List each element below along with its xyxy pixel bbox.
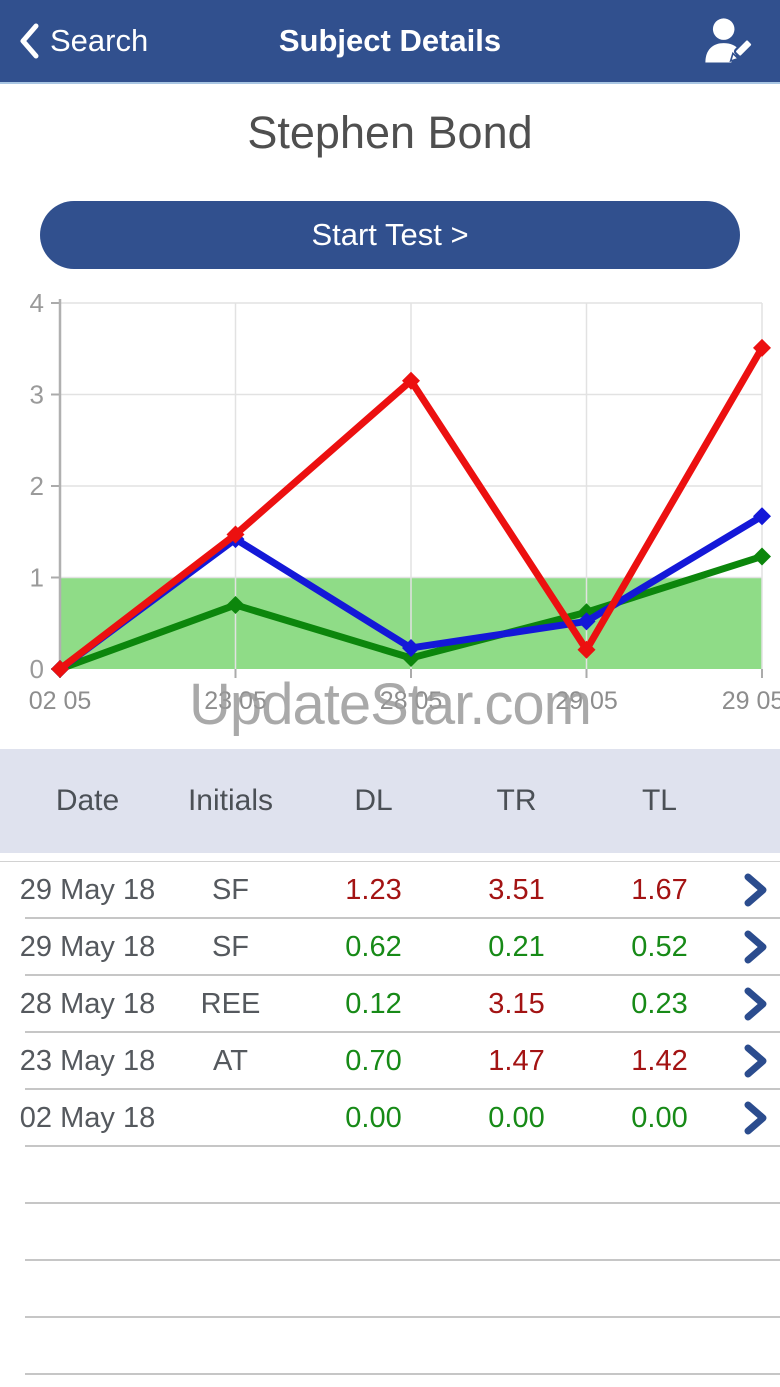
row-value-dl: 0.70	[345, 1044, 402, 1077]
row-value-dl: 1.23	[345, 873, 402, 906]
empty-row	[0, 1261, 780, 1318]
row-value-tl: 0.52	[631, 930, 688, 963]
row-value-tl: 1.67	[631, 873, 688, 906]
header-cell-tr: TR	[496, 783, 537, 817]
navbar: Search Subject Details	[0, 0, 780, 84]
start-test-button[interactable]: Start Test >	[40, 200, 740, 269]
row-value-tr: 3.51	[488, 873, 545, 906]
svg-text:2: 2	[30, 471, 44, 501]
svg-text:28 05: 28 05	[380, 687, 443, 715]
empty-row	[0, 1318, 780, 1375]
row-date: 29 May 18	[19, 873, 156, 906]
user-edit-icon	[700, 15, 756, 67]
row-value-tl: 1.42	[631, 1044, 688, 1077]
svg-text:0: 0	[30, 654, 44, 684]
row-value-tr: 0.21	[488, 930, 545, 963]
row-value-tl: 0.00	[631, 1101, 688, 1134]
table-row[interactable]: 02 May 18 0.00 0.00 0.00	[0, 1090, 780, 1147]
svg-text:29 05: 29 05	[722, 687, 780, 715]
table-header: Date Initials DL TR TL	[0, 748, 780, 853]
chevron-right-icon[interactable]	[731, 930, 780, 964]
header-cell-initials: Initials	[187, 783, 274, 817]
chevron-right-icon[interactable]	[731, 987, 780, 1021]
header-cell-tl: TL	[641, 783, 677, 817]
svg-text:23 05: 23 05	[204, 687, 267, 715]
table-body: 29 May 18 SF 1.23 3.51 1.67 29 May 18 SF 0.62 0…	[0, 860, 780, 1375]
row-value-tr: 3.15	[488, 987, 545, 1020]
row-date: 29 May 18	[19, 930, 156, 963]
svg-text:4: 4	[30, 291, 44, 318]
table-row[interactable]: 28 May 18 REE 0.12 3.15 0.23	[0, 976, 780, 1033]
row-value-dl: 0.00	[345, 1101, 402, 1134]
svg-text:29 05: 29 05	[555, 687, 618, 715]
watermark: UpdateStar.com	[189, 672, 591, 737]
edit-subject-button[interactable]	[694, 14, 780, 68]
row-value-tr: 0.00	[488, 1101, 545, 1134]
svg-text:1: 1	[30, 562, 44, 592]
table-row[interactable]: 29 May 18 SF 1.23 3.51 1.67	[0, 862, 780, 919]
subject-name: Stephen Bond	[247, 107, 533, 158]
row-date: 28 May 18	[19, 987, 156, 1020]
chevron-right-icon[interactable]	[731, 1101, 780, 1135]
empty-row	[0, 1204, 780, 1261]
table-row[interactable]: 29 May 18 SF 0.62 0.21 0.52	[0, 919, 780, 976]
chevron-right-icon[interactable]	[731, 873, 780, 907]
row-value-tr: 1.47	[488, 1044, 545, 1077]
row-value-dl: 0.62	[345, 930, 402, 963]
header-cell-dl: DL	[354, 783, 393, 817]
row-value-tl: 0.23	[631, 987, 688, 1020]
back-button[interactable]: Search	[0, 22, 154, 60]
chevron-right-icon[interactable]	[731, 1044, 780, 1078]
table-row[interactable]: 23 May 18 AT 0.70 1.47 1.42	[0, 1033, 780, 1090]
row-initials: REE	[200, 987, 261, 1020]
chevron-left-icon	[18, 23, 40, 59]
row-date: 02 May 18	[19, 1101, 156, 1134]
row-initials: SF	[211, 873, 250, 906]
empty-row	[0, 1147, 780, 1204]
back-label: Search	[50, 23, 149, 58]
row-value-dl: 0.12	[345, 987, 402, 1020]
header-cell-date: Date	[55, 783, 120, 817]
row-initials: AT	[213, 1044, 248, 1077]
svg-text:3: 3	[30, 379, 44, 409]
row-date: 23 May 18	[19, 1044, 156, 1077]
svg-text:02 05: 02 05	[29, 687, 92, 715]
row-initials: SF	[211, 930, 250, 963]
